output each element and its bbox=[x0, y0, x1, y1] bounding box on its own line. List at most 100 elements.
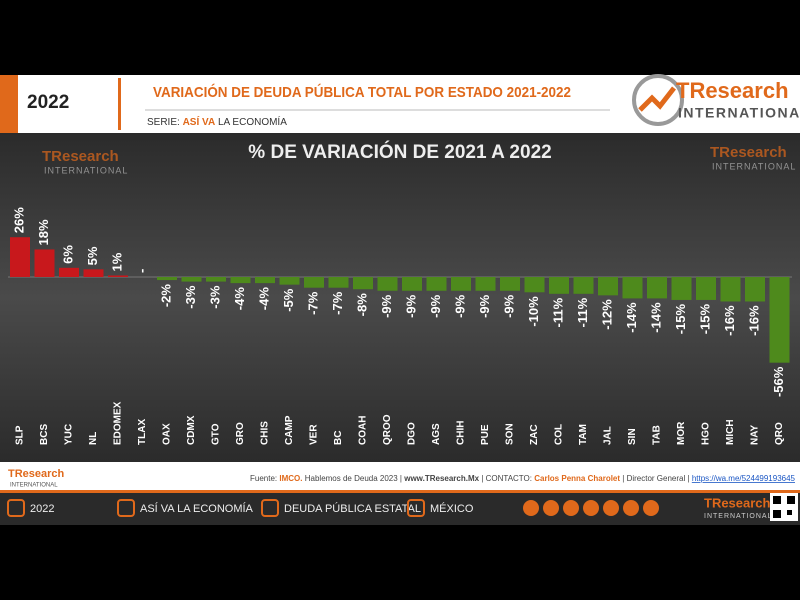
bar bbox=[549, 277, 569, 294]
chart-title: % DE VARIACIÓN DE 2021 A 2022 bbox=[248, 141, 551, 163]
watermark-sub: INTERNATIONAL bbox=[44, 165, 128, 175]
nav-label: ASÍ VA LA ECONOMÍA bbox=[140, 502, 254, 515]
source-part: | bbox=[481, 474, 483, 483]
value-label: -9% bbox=[379, 294, 394, 318]
value-label: -9% bbox=[403, 294, 418, 318]
value-label: 5% bbox=[85, 246, 100, 265]
value-label: -15% bbox=[673, 304, 688, 335]
social-icons bbox=[523, 500, 659, 516]
bar bbox=[353, 277, 373, 290]
social-icon bbox=[563, 500, 579, 516]
bar bbox=[622, 277, 643, 299]
bar bbox=[255, 277, 275, 284]
value-label: 26% bbox=[11, 207, 26, 233]
logo-sub: INTERNATIONAL bbox=[678, 105, 800, 121]
footer-nav: 2022 ASÍ VA LA ECONOMÍA DEUDA PÚBLICA ESTA… bbox=[7, 499, 474, 517]
value-label: -5% bbox=[281, 288, 296, 312]
value-label: 1% bbox=[109, 252, 124, 271]
bar bbox=[377, 277, 398, 291]
value-label: 6% bbox=[60, 245, 75, 264]
bar bbox=[647, 277, 667, 299]
footer-logo-sub: INTERNATIONAL bbox=[704, 513, 773, 520]
source-text: Fuente: IMCO. Hablemos de Deuda 2023 | w… bbox=[250, 474, 796, 483]
x-tick-label: EDOMEX bbox=[113, 401, 124, 445]
source-part: Fuente: bbox=[250, 474, 277, 483]
source-part: CONTACTO: bbox=[486, 474, 532, 483]
series-label: SERIE: bbox=[147, 117, 180, 128]
bar bbox=[402, 277, 422, 291]
value-label: -10% bbox=[526, 296, 541, 327]
nav-icon bbox=[407, 499, 425, 517]
x-tick-label: TLAX bbox=[137, 419, 148, 445]
social-icon bbox=[623, 500, 639, 516]
value-label: -56% bbox=[771, 366, 786, 397]
nav-label: 2022 bbox=[30, 503, 54, 515]
bar bbox=[34, 249, 55, 277]
x-tick-label: COAH bbox=[358, 416, 369, 445]
x-tick-label: MICH bbox=[725, 419, 736, 445]
x-tick-label: CHIH bbox=[456, 421, 467, 445]
source-part: www.TResearch.Mx bbox=[403, 474, 479, 483]
bar bbox=[328, 277, 349, 288]
value-label: -3% bbox=[207, 285, 222, 309]
header-title: VARIACIÓN DE DEUDA PÚBLICA TOTAL POR EST… bbox=[153, 83, 571, 101]
x-tick-label: CHIS bbox=[260, 421, 271, 445]
social-icon bbox=[543, 500, 559, 516]
watermark-brand: TResearch bbox=[710, 144, 787, 161]
header-accent bbox=[0, 75, 18, 133]
value-label: -14% bbox=[624, 302, 639, 333]
x-tick-label: NL bbox=[88, 432, 99, 445]
x-tick-label: VER bbox=[309, 424, 320, 445]
value-label: -9% bbox=[477, 294, 492, 318]
nav-label: MÉXICO bbox=[430, 502, 474, 515]
value-label: -8% bbox=[354, 293, 369, 317]
x-tick-label: SIN bbox=[627, 428, 638, 445]
value-label: -9% bbox=[501, 294, 516, 318]
nav-icon bbox=[117, 499, 135, 517]
bar bbox=[108, 275, 128, 277]
x-tick-label: CDMX bbox=[186, 415, 197, 445]
bar bbox=[769, 277, 790, 363]
value-label: 18% bbox=[36, 219, 51, 245]
social-icon bbox=[603, 500, 619, 516]
bar bbox=[598, 277, 618, 296]
x-tick-label: GTO bbox=[211, 423, 222, 445]
x-tick-label: PUE bbox=[480, 424, 491, 445]
x-tick-label: TAM bbox=[578, 424, 589, 445]
x-tick-label: ZAC bbox=[529, 424, 540, 445]
social-icon bbox=[583, 500, 599, 516]
source-part: Hablemos de Deuda 2023 bbox=[305, 474, 399, 483]
bar bbox=[720, 277, 741, 302]
series-rest: LA ECONOMÍA bbox=[218, 115, 287, 128]
bar bbox=[573, 277, 594, 294]
value-label: -11% bbox=[550, 297, 565, 327]
value-label: -16% bbox=[722, 305, 737, 336]
x-tick-label: CAMP bbox=[284, 415, 295, 445]
nav-icon bbox=[7, 499, 25, 517]
x-tick-label: BC bbox=[333, 431, 344, 445]
bar bbox=[696, 277, 716, 300]
source-bg bbox=[0, 462, 800, 490]
nav-label: DEUDA PÚBLICA ESTATAL bbox=[284, 502, 421, 515]
value-label: -11% bbox=[575, 297, 590, 327]
x-tick-label: BCS bbox=[39, 424, 50, 445]
x-tick-label: COL bbox=[554, 424, 565, 445]
value-label: -7% bbox=[330, 291, 345, 315]
logo-ring bbox=[632, 74, 684, 126]
bar bbox=[745, 277, 765, 302]
qr-mark bbox=[787, 496, 795, 504]
header-year: 2022 bbox=[27, 92, 69, 113]
source-part: | bbox=[400, 474, 402, 483]
x-tick-label: SON bbox=[505, 423, 516, 445]
social-icon bbox=[523, 500, 539, 516]
value-label: -4% bbox=[256, 287, 271, 311]
header-divider bbox=[118, 78, 121, 130]
footer-accent bbox=[0, 490, 800, 493]
x-tick-label: GRO bbox=[235, 422, 246, 445]
x-tick-label: SLP bbox=[15, 425, 26, 445]
watermark-brand: TResearch bbox=[42, 148, 119, 165]
source-logo-sub: INTERNATIONAL bbox=[10, 483, 58, 489]
qr-mark bbox=[773, 496, 781, 504]
source-part: | Director General | bbox=[622, 474, 689, 483]
